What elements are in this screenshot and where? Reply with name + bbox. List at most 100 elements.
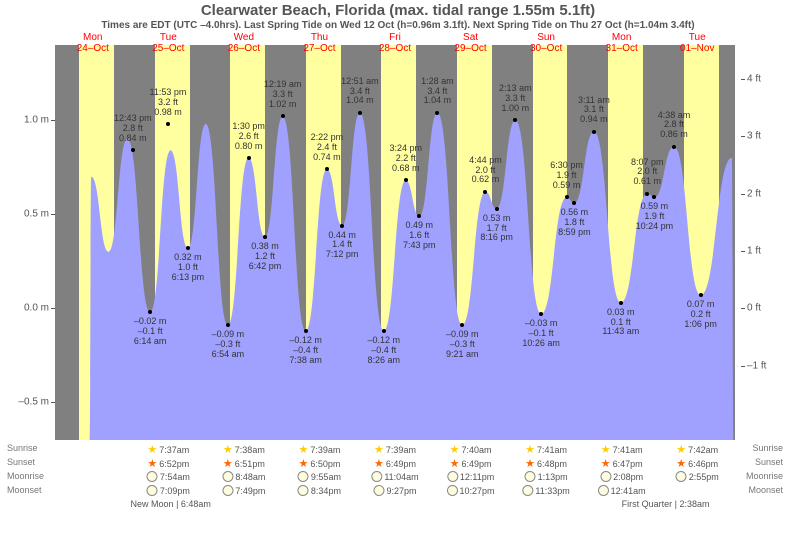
tide-extreme-dot	[645, 192, 649, 196]
moonrise-time: 9:55am	[298, 471, 341, 482]
sunset-icon: ★	[223, 457, 233, 470]
moon-icon	[600, 471, 611, 482]
footer-label-right: Moonrise	[746, 471, 783, 481]
y-tick-left: 0.0 m	[24, 303, 49, 314]
tide-extreme-dot	[672, 145, 676, 149]
tide-extreme-dot	[325, 167, 329, 171]
tide-extreme-label: 0.53 m1.7 ft8:16 pm	[480, 214, 513, 244]
tide-extreme-label: 4:38 am2.8 ft0.86 m	[658, 111, 691, 141]
moon-icon	[447, 485, 458, 496]
sunset-time: ★6:46pm	[676, 457, 718, 470]
tide-extreme-dot	[247, 156, 251, 160]
tide-extreme-label: 0.44 m1.4 ft7:12 pm	[326, 231, 359, 261]
y-axis-right: –1 ft0 ft1 ft2 ft3 ft4 ft	[741, 45, 796, 440]
footer-row-sunset: SunsetSunset★6:52pm★6:51pm★6:50pm★6:49pm…	[55, 457, 735, 471]
sunrise-icon: ★	[676, 443, 686, 456]
tide-extreme-dot	[483, 190, 487, 194]
moon-icon	[676, 471, 687, 482]
tide-extreme-dot	[404, 178, 408, 182]
moon-icon	[222, 471, 233, 482]
moon-icon	[222, 485, 233, 496]
sunrise-icon: ★	[298, 443, 308, 456]
moonrise-time: 11:04am	[371, 471, 418, 482]
tide-extreme-dot	[495, 207, 499, 211]
moon-icon	[598, 485, 609, 496]
tide-extreme-dot	[417, 214, 421, 218]
y-tick-right: 1 ft	[747, 246, 761, 257]
tide-extreme-label: –0.02 m–0.1 ft6:14 am	[134, 317, 167, 347]
tide-extreme-dot	[592, 130, 596, 134]
tide-extreme-label: 4:44 pm2.0 ft0.62 m	[469, 156, 502, 186]
tide-extreme-dot	[131, 148, 135, 152]
tide-extreme-dot	[358, 111, 362, 115]
footer-label-left: Moonset	[7, 485, 42, 495]
moonrise-time: 1:13pm	[525, 471, 568, 482]
sunset-icon: ★	[450, 457, 460, 470]
moonrise-time: 8:48am	[222, 471, 265, 482]
moonset-time: 11:33pm	[522, 485, 569, 496]
tide-extreme-label: –0.09 m–0.3 ft9:21 am	[446, 330, 479, 360]
tide-extreme-label: 1:28 am3.4 ft1.04 m	[421, 77, 454, 107]
footer-row-sunrise: SunriseSunrise★7:37am★7:38am★7:39am★7:39…	[55, 443, 735, 457]
tide-extreme-dot	[382, 329, 386, 333]
moon-icon	[447, 471, 458, 482]
chart-title: Clearwater Beach, Florida (max. tidal ra…	[0, 2, 796, 19]
y-tick-right: 2 ft	[747, 188, 761, 199]
tide-chart: Clearwater Beach, Florida (max. tidal ra…	[0, 0, 796, 539]
moon-phase-note: First Quarter | 2:38am	[622, 499, 710, 509]
tide-extreme-dot	[148, 310, 152, 314]
moonset-time: 10:27pm	[447, 485, 495, 496]
y-axis-left: –0.5 m0.0 m0.5 m1.0 m	[0, 45, 55, 440]
moon-icon	[525, 471, 536, 482]
chart-subtitle: Times are EDT (UTC –4.0hrs). Last Spring…	[0, 20, 796, 31]
sunrise-time: ★7:37am	[147, 443, 189, 456]
sunset-time: ★6:51pm	[223, 457, 265, 470]
y-tick-left: 0.5 m	[24, 209, 49, 220]
tide-extreme-label: 0.32 m1.0 ft6:13 pm	[172, 253, 205, 283]
tide-extreme-label: 0.59 m1.9 ft10:24 pm	[636, 202, 674, 232]
tide-extreme-dot	[263, 235, 267, 239]
tide-extreme-dot	[619, 301, 623, 305]
tide-extreme-dot	[539, 312, 543, 316]
moon-icon	[373, 485, 384, 496]
sunrise-time: ★7:40am	[450, 443, 492, 456]
date-label: Wed26–Oct	[228, 32, 260, 54]
moonrise-time: 2:08pm	[600, 471, 643, 482]
moon-icon	[522, 485, 533, 496]
tide-extreme-label: 8:07 pm2.0 ft0.61 m	[631, 158, 664, 188]
date-label: Sun30–Oct	[530, 32, 562, 54]
moonset-time: 12:41am	[598, 485, 646, 496]
moon-icon	[147, 471, 158, 482]
date-label: Tue01–Nov	[680, 32, 714, 54]
sunrise-time: ★7:38am	[223, 443, 265, 456]
moonrise-time: 7:54am	[147, 471, 190, 482]
tide-extreme-label: 0.07 m0.2 ft1:06 pm	[684, 300, 717, 330]
y-tick-right: 4 ft	[747, 74, 761, 85]
tide-extreme-dot	[460, 323, 464, 327]
tide-extreme-label: 0.38 m1.2 ft6:42 pm	[249, 242, 282, 272]
tide-extreme-label: –0.12 m–0.4 ft7:38 am	[289, 336, 322, 366]
date-label: Mon24–Oct	[77, 32, 109, 54]
tide-extreme-dot	[572, 201, 576, 205]
footer-row-moonset: MoonsetMoonset7:09pm7:49pm8:34pm9:27pm10…	[55, 485, 735, 499]
sunset-icon: ★	[525, 457, 535, 470]
moon-icon	[298, 471, 309, 482]
sunset-time: ★6:47pm	[601, 457, 643, 470]
tide-extreme-dot	[513, 118, 517, 122]
tide-extreme-label: 0.49 m1.6 ft7:43 pm	[403, 221, 436, 251]
date-label: Tue25–Oct	[152, 32, 184, 54]
tide-extreme-label: –0.09 m–0.3 ft6:54 am	[212, 330, 245, 360]
sunrise-time: ★7:41am	[525, 443, 567, 456]
tide-extreme-dot	[226, 323, 230, 327]
tide-extreme-label: 1:30 pm2.6 ft0.80 m	[232, 122, 265, 152]
moonrise-time: 12:11pm	[447, 471, 494, 482]
sunset-icon: ★	[601, 457, 611, 470]
tide-extreme-label: 2:22 pm2.4 ft0.74 m	[311, 133, 344, 163]
moon-icon	[147, 485, 158, 496]
sunset-time: ★6:50pm	[298, 457, 340, 470]
tide-extreme-dot	[565, 195, 569, 199]
sunrise-time: ★7:39am	[374, 443, 416, 456]
tide-extreme-label: 12:19 am3.3 ft1.02 m	[264, 80, 302, 110]
moonset-time: 7:49pm	[222, 485, 265, 496]
footer-label-left: Sunset	[7, 457, 35, 467]
